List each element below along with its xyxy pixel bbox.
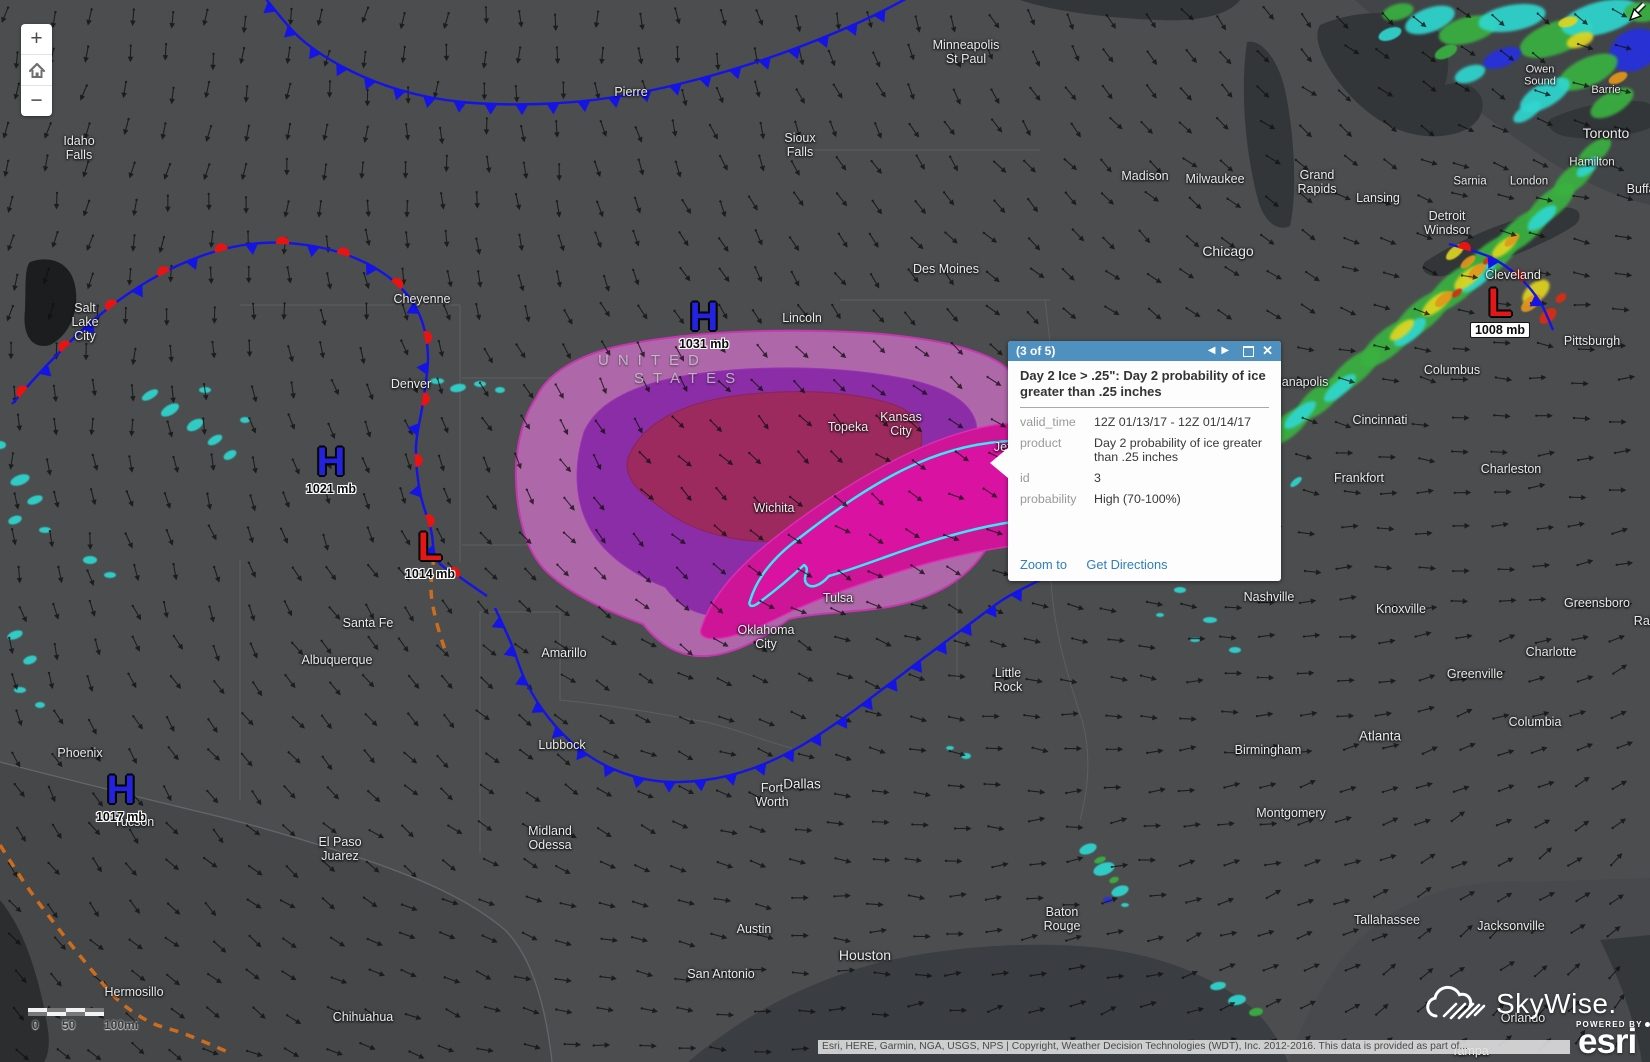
zoom-in-button[interactable]: + (21, 24, 52, 55)
popup-field-row: product Day 2 probability of ice greater … (1020, 436, 1269, 466)
popup-fields: valid_time 12Z 01/13/17 - 12Z 01/14/17 pro… (1020, 415, 1269, 507)
maximize-icon[interactable] (1243, 345, 1255, 357)
home-icon (28, 62, 45, 78)
scale-label-50: 50 (62, 1018, 76, 1032)
esri-globe-dot (1644, 1022, 1650, 1027)
field-value: 12Z 01/13/17 - 12Z 01/14/17 (1094, 414, 1252, 429)
powered-by-label: POWERED BY (1576, 1020, 1650, 1029)
popup-title: Day 2 Ice > .25": Day 2 probability of i… (1020, 368, 1266, 399)
popup-pager: (3 of 5) (1016, 344, 1056, 358)
popup-body: Day 2 Ice > .25": Day 2 probability of i… (1008, 361, 1281, 507)
map-zoom-control: + − (21, 24, 52, 116)
collapse-arrow-icon[interactable] (1628, 1, 1648, 28)
field-label: product (1020, 435, 1062, 450)
scale-label-0: 0 (32, 1018, 39, 1032)
popup-field-row: probability High (70-100%) (1020, 492, 1269, 507)
scale-bar-segments (28, 1008, 104, 1016)
field-label: valid_time (1020, 414, 1076, 429)
home-button[interactable] (21, 55, 52, 86)
feature-popup: (3 of 5) ◀ ▶ ✕ Day 2 Ice > .25": Day 2 p… (990, 341, 1281, 581)
next-feature-icon[interactable]: ▶ (1221, 345, 1230, 356)
map-attribution: Esri, HERE, Garmin, NGA, USGS, NPS | Cop… (818, 1040, 1570, 1054)
field-label: probability (1020, 492, 1077, 507)
skywise-logo-text: SkyWise. (1496, 988, 1617, 1019)
branding: SkyWise. POWERED BY esri (1422, 978, 1650, 1062)
close-popup-icon[interactable]: ✕ (1262, 343, 1273, 358)
scale-label-100mi: 100mi (104, 1018, 139, 1032)
scale-bar: 0 50 100mi (28, 1008, 138, 1032)
zoom-to-link[interactable]: Zoom to (1020, 557, 1067, 572)
previous-feature-icon[interactable]: ◀ (1207, 345, 1216, 356)
popup-links: Zoom to Get Directions (1020, 557, 1183, 572)
popup-field-row: valid_time 12Z 01/13/17 - 12Z 01/14/17 (1020, 415, 1269, 430)
popup-field-row: id 3 (1020, 471, 1269, 486)
field-value: Day 2 probability of ice greater than .2… (1094, 435, 1263, 465)
zoom-out-button[interactable]: − (30, 89, 43, 112)
field-value: High (70-100%) (1094, 492, 1181, 507)
popup-divider (1020, 406, 1269, 408)
field-label: id (1020, 471, 1030, 486)
popup-header[interactable]: (3 of 5) ◀ ▶ ✕ (1008, 341, 1281, 361)
skywise-cloud-icon (1426, 985, 1486, 1020)
field-value: 3 (1094, 471, 1101, 486)
esri-logo-text: esri (1578, 1022, 1637, 1061)
get-directions-link[interactable]: Get Directions (1086, 557, 1168, 572)
popup-callout-pointer (990, 448, 1008, 478)
